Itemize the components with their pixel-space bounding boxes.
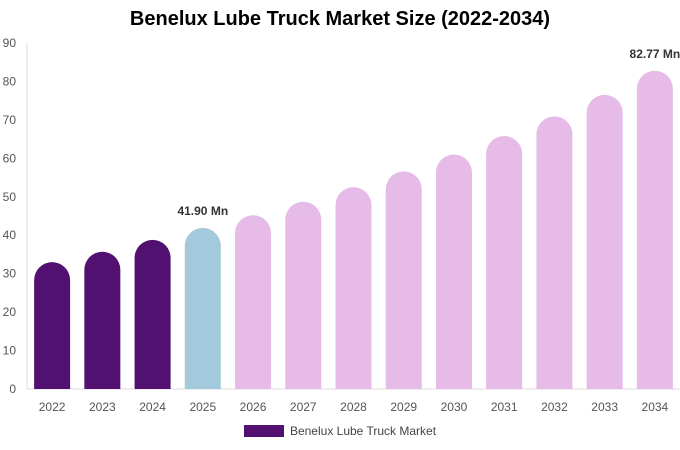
y-tick-label: 0: [9, 382, 16, 396]
y-tick-label: 90: [3, 36, 17, 50]
bar-2032[interactable]: [536, 116, 573, 389]
x-tick-label: 2024: [139, 400, 166, 414]
y-tick-label: 70: [3, 113, 17, 127]
bar-2031[interactable]: [486, 136, 523, 389]
legend-label: Benelux Lube Truck Market: [289, 424, 437, 438]
legend[interactable]: Benelux Lube Truck Market: [0, 424, 680, 438]
x-tick-label: 2028: [340, 400, 367, 414]
x-tick-label: 2030: [441, 400, 468, 414]
x-tick-label: 2033: [591, 400, 618, 414]
bar-2028[interactable]: [335, 187, 372, 389]
bar-2024[interactable]: [134, 239, 171, 389]
bar-2029[interactable]: [385, 171, 422, 389]
chart-title: Benelux Lube Truck Market Size (2022-203…: [129, 8, 551, 30]
x-axis: 2022 2023 2024 2025 2026 2027 2028 2029 2030 2031…: [27, 388, 680, 414]
bar-2034[interactable]: [636, 70, 673, 389]
x-tick-label: 2022: [39, 400, 66, 414]
bar-series: [34, 70, 673, 389]
x-tick-label: 2031: [491, 400, 518, 414]
x-tick-label: 2029: [390, 400, 417, 414]
x-tick-label: 2032: [541, 400, 568, 414]
y-tick-label: 30: [3, 267, 17, 281]
x-tick-label: 2034: [642, 400, 669, 414]
y-tick-label: 60: [3, 151, 17, 165]
x-tick-label: 2027: [290, 400, 317, 414]
x-tick-label: 2025: [189, 400, 216, 414]
data-labels: 41.90 Mn 82.77 Mn: [177, 47, 680, 218]
y-tick-label: 20: [3, 305, 17, 319]
bar-2033[interactable]: [586, 94, 623, 389]
bar-2026[interactable]: [235, 215, 272, 389]
bar-2030[interactable]: [435, 154, 472, 389]
bar-2023[interactable]: [84, 251, 121, 389]
bar-2027[interactable]: [285, 201, 322, 389]
data-label-2034: 82.77 Mn: [630, 47, 680, 61]
y-axis: 0 10 20 30 40 50 60 70 80 90: [3, 36, 28, 396]
bar-2025[interactable]: [184, 227, 221, 389]
y-tick-label: 80: [3, 74, 17, 88]
y-tick-label: 10: [3, 344, 17, 358]
x-tick-label: 2026: [240, 400, 267, 414]
data-label-2025: 41.90 Mn: [177, 204, 228, 218]
legend-swatch: [243, 425, 284, 437]
x-tick-label: 2023: [89, 400, 116, 414]
bar-2022[interactable]: [34, 262, 71, 389]
y-tick-label: 50: [3, 190, 17, 204]
y-tick-label: 40: [3, 228, 17, 242]
